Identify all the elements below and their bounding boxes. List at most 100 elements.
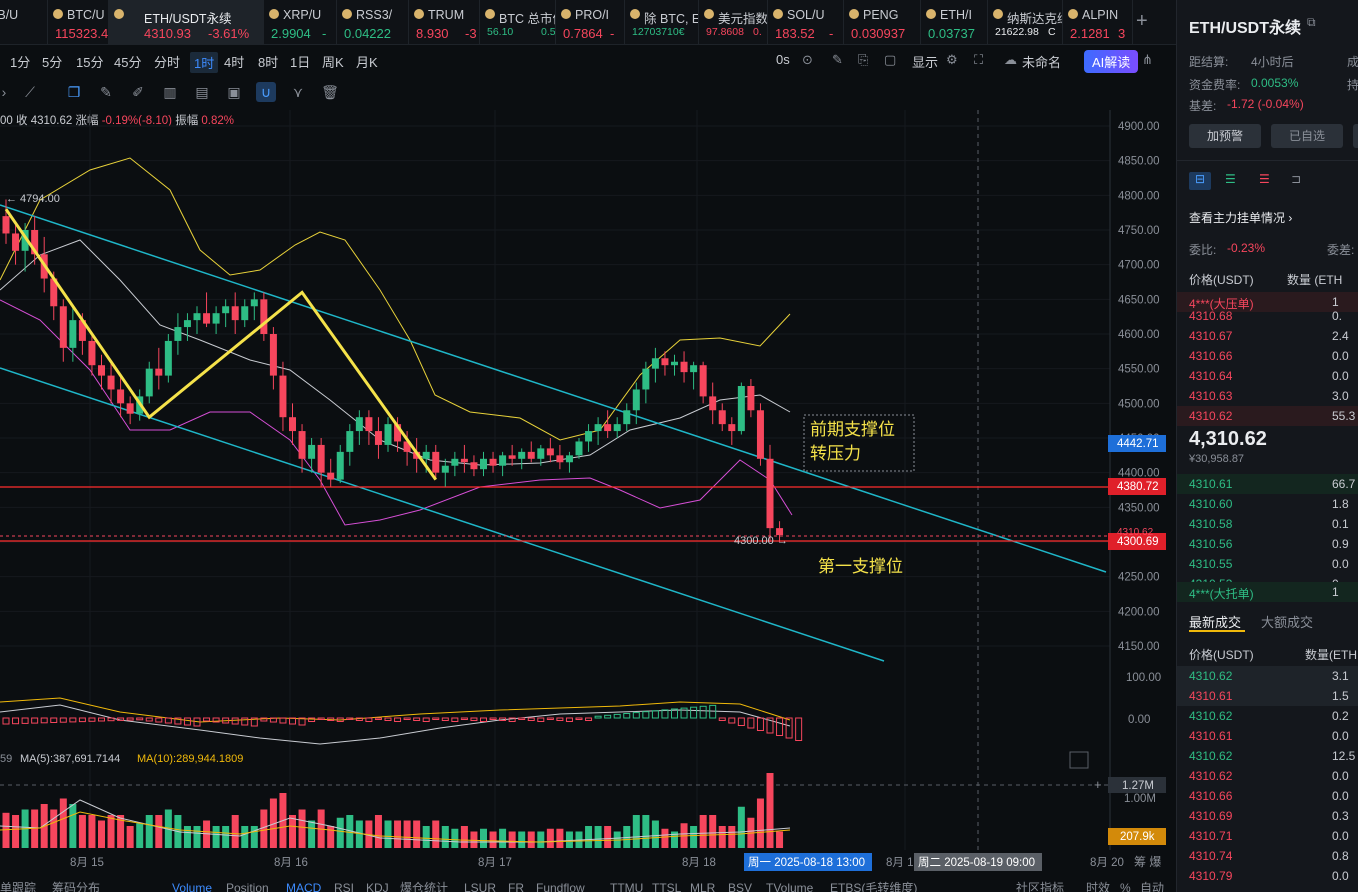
- bid-row-price[interactable]: 4310.58: [1189, 517, 1233, 531]
- timeframe-option[interactable]: 4时: [224, 55, 245, 70]
- indicator-tab[interactable]: Fundflow: [536, 881, 585, 892]
- fullscreen-icon[interactable]: ⛶: [974, 52, 984, 67]
- popout-icon[interactable]: ⧉: [1307, 15, 1316, 29]
- instrument-tab[interactable]: PENG 0.030937: [843, 0, 921, 44]
- annotation-box[interactable]: [803, 414, 915, 472]
- indicator-tab[interactable]: KDJ: [366, 881, 389, 892]
- candle-tool-icon[interactable]: ▥: [163, 84, 177, 100]
- add-alert-button[interactable]: 加预警: [1189, 124, 1261, 148]
- layout-name[interactable]: 未命名: [1022, 55, 1062, 70]
- big-bid-price[interactable]: 4***(大托单): [1189, 587, 1254, 601]
- instrument-tab[interactable]: TRUM 8.930 -3: [408, 0, 480, 44]
- note-icon[interactable]: ▣: [227, 84, 241, 100]
- crosshair-plus-icon[interactable]: +: [1094, 777, 1102, 792]
- indicator-tab[interactable]: Position: [226, 881, 269, 892]
- watchlist-button[interactable]: 已自选: [1271, 124, 1343, 148]
- bid-row-price[interactable]: 4310.60: [1189, 497, 1233, 511]
- indicator-tab[interactable]: ETBS(毛转维度): [830, 880, 917, 892]
- add-tab-icon[interactable]: +: [1136, 10, 1148, 32]
- axis-right-buttons[interactable]: 筹 爆: [1134, 855, 1161, 869]
- bid-row-price[interactable]: 4310.61: [1189, 477, 1233, 491]
- instrument-tab[interactable]: BNB/U27: [0, 0, 48, 44]
- ask-row-price[interactable]: 4310.67: [1189, 329, 1233, 343]
- timeframe-option[interactable]: 5分: [42, 55, 63, 70]
- instrument-tab[interactable]: ETH/USDT永续 4310.93 -3.61%: [108, 0, 264, 44]
- screen-icon[interactable]: ▢: [884, 52, 897, 67]
- trade-row-price[interactable]: 4310.79: [1189, 869, 1233, 883]
- indicator-tab[interactable]: 自动: [1140, 881, 1164, 892]
- timeframe-option[interactable]: 45分: [114, 55, 142, 70]
- indicator-tab[interactable]: %: [1120, 881, 1131, 892]
- timeframe-option[interactable]: 15分: [76, 55, 104, 70]
- indicator-tab[interactable]: FR: [508, 881, 524, 892]
- layers-icon[interactable]: ❐: [67, 84, 81, 100]
- indicator-tab[interactable]: 社区指标: [1016, 880, 1064, 892]
- instrument-tab[interactable]: ALPIN 2.1281 3: [1062, 0, 1133, 44]
- indicator-tab[interactable]: TTMU: [610, 881, 643, 892]
- trash-icon[interactable]: 🗑: [321, 84, 339, 100]
- depth-view-icon[interactable]: ⊟: [1189, 172, 1211, 190]
- asks-view-icon[interactable]: ☰: [1259, 172, 1270, 186]
- settings-icon[interactable]: ⚙: [946, 52, 958, 67]
- camera-icon[interactable]: ⊙: [802, 52, 813, 67]
- trade-row-price[interactable]: 4310.74: [1189, 849, 1233, 863]
- indicator-tab[interactable]: 筹码分布: [52, 881, 100, 892]
- eraser-icon[interactable]: ✎: [100, 84, 112, 100]
- indicator-tab[interactable]: TVolume: [766, 881, 814, 892]
- copy-icon[interactable]: ⎘: [858, 52, 869, 67]
- indicator-tab[interactable]: LSUR: [464, 881, 496, 892]
- tab-big-trades[interactable]: 大额成交: [1261, 615, 1314, 630]
- display-menu[interactable]: 显示: [912, 55, 939, 70]
- indicator-tab[interactable]: 爆仓统计: [400, 881, 448, 892]
- ask-row-price[interactable]: 4310.68: [1189, 309, 1233, 323]
- clipboard-icon[interactable]: ▤: [195, 84, 209, 100]
- instrument-tab[interactable]: RSS3/0.04222: [336, 0, 409, 44]
- pen-slash-icon[interactable]: ⟋: [25, 84, 35, 100]
- ai-explain-button[interactable]: AI解读: [1084, 50, 1139, 73]
- timeframe-option[interactable]: 1日: [290, 55, 311, 70]
- instrument-tab[interactable]: BTC 总市值56.10 0.54: [479, 0, 556, 44]
- timeframe-option[interactable]: 分时: [154, 55, 181, 70]
- bid-row-price[interactable]: 4310.56: [1189, 537, 1233, 551]
- instrument-tab[interactable]: 纳斯达克综21622.98 C: [987, 0, 1063, 44]
- cloud-icon[interactable]: ☁: [1004, 52, 1017, 67]
- instrument-tab[interactable]: PRO/I 0.7864-: [555, 0, 625, 44]
- timeframe-option[interactable]: 1时: [190, 52, 219, 73]
- tab-latest-trades[interactable]: 最新成交: [1189, 615, 1242, 630]
- ask-row-price[interactable]: 4310.64: [1189, 369, 1233, 383]
- instrument-tab[interactable]: 美元指数 97.8608 0.: [698, 0, 768, 44]
- indicator-tab[interactable]: Volume: [172, 881, 212, 892]
- zero-seconds[interactable]: 0s: [776, 52, 790, 67]
- chevron-icon[interactable]: ›: [1, 84, 7, 100]
- fork-icon[interactable]: ⋎: [292, 84, 304, 100]
- indicator-tab[interactable]: MACD: [286, 881, 322, 892]
- trade-row-price[interactable]: 4310.71: [1189, 829, 1233, 843]
- instrument-tab[interactable]: 除 BTC, ET12703710€: [624, 0, 699, 44]
- indicator-tab[interactable]: 单跟踪: [0, 881, 36, 892]
- timeframe-option[interactable]: 1分: [10, 55, 31, 70]
- timeframe-option[interactable]: 月K: [356, 55, 378, 70]
- magnet-icon[interactable]: ∪: [256, 82, 276, 102]
- expand-pane-icon[interactable]: [1069, 751, 1089, 769]
- ask-row-price[interactable]: 4310.66: [1189, 349, 1233, 363]
- depth-link[interactable]: 查看主力挂单情况 ›: [1189, 211, 1293, 225]
- timeframe-option[interactable]: 8时: [258, 55, 279, 70]
- instrument-tab[interactable]: XRP/U 2.9904-: [263, 0, 337, 44]
- trade-row-price[interactable]: 4310.61: [1189, 689, 1233, 703]
- indicator-tab[interactable]: BSV: [728, 881, 752, 892]
- indicator-tab[interactable]: 时效: [1086, 880, 1110, 892]
- expand-view-icon[interactable]: ⊐: [1291, 172, 1302, 186]
- share-icon[interactable]: ⋔: [1142, 52, 1153, 67]
- trade-row-price[interactable]: 4310.62: [1189, 769, 1233, 783]
- indicator-tab[interactable]: RSI: [334, 881, 354, 892]
- trade-row-price[interactable]: 4310.66: [1189, 789, 1233, 803]
- brush-icon[interactable]: ✐: [132, 84, 144, 100]
- timeframe-option[interactable]: 周K: [322, 55, 344, 70]
- trade-row-price[interactable]: 4310.69: [1189, 809, 1233, 823]
- edit-icon[interactable]: ✎: [832, 52, 843, 67]
- big-ask-price[interactable]: 4***(大压单): [1189, 297, 1254, 311]
- trade-row-price[interactable]: 4310.62: [1189, 749, 1233, 763]
- instrument-tab[interactable]: SOL/U 183.52-: [767, 0, 844, 44]
- trade-row-price[interactable]: 4310.62: [1189, 709, 1233, 723]
